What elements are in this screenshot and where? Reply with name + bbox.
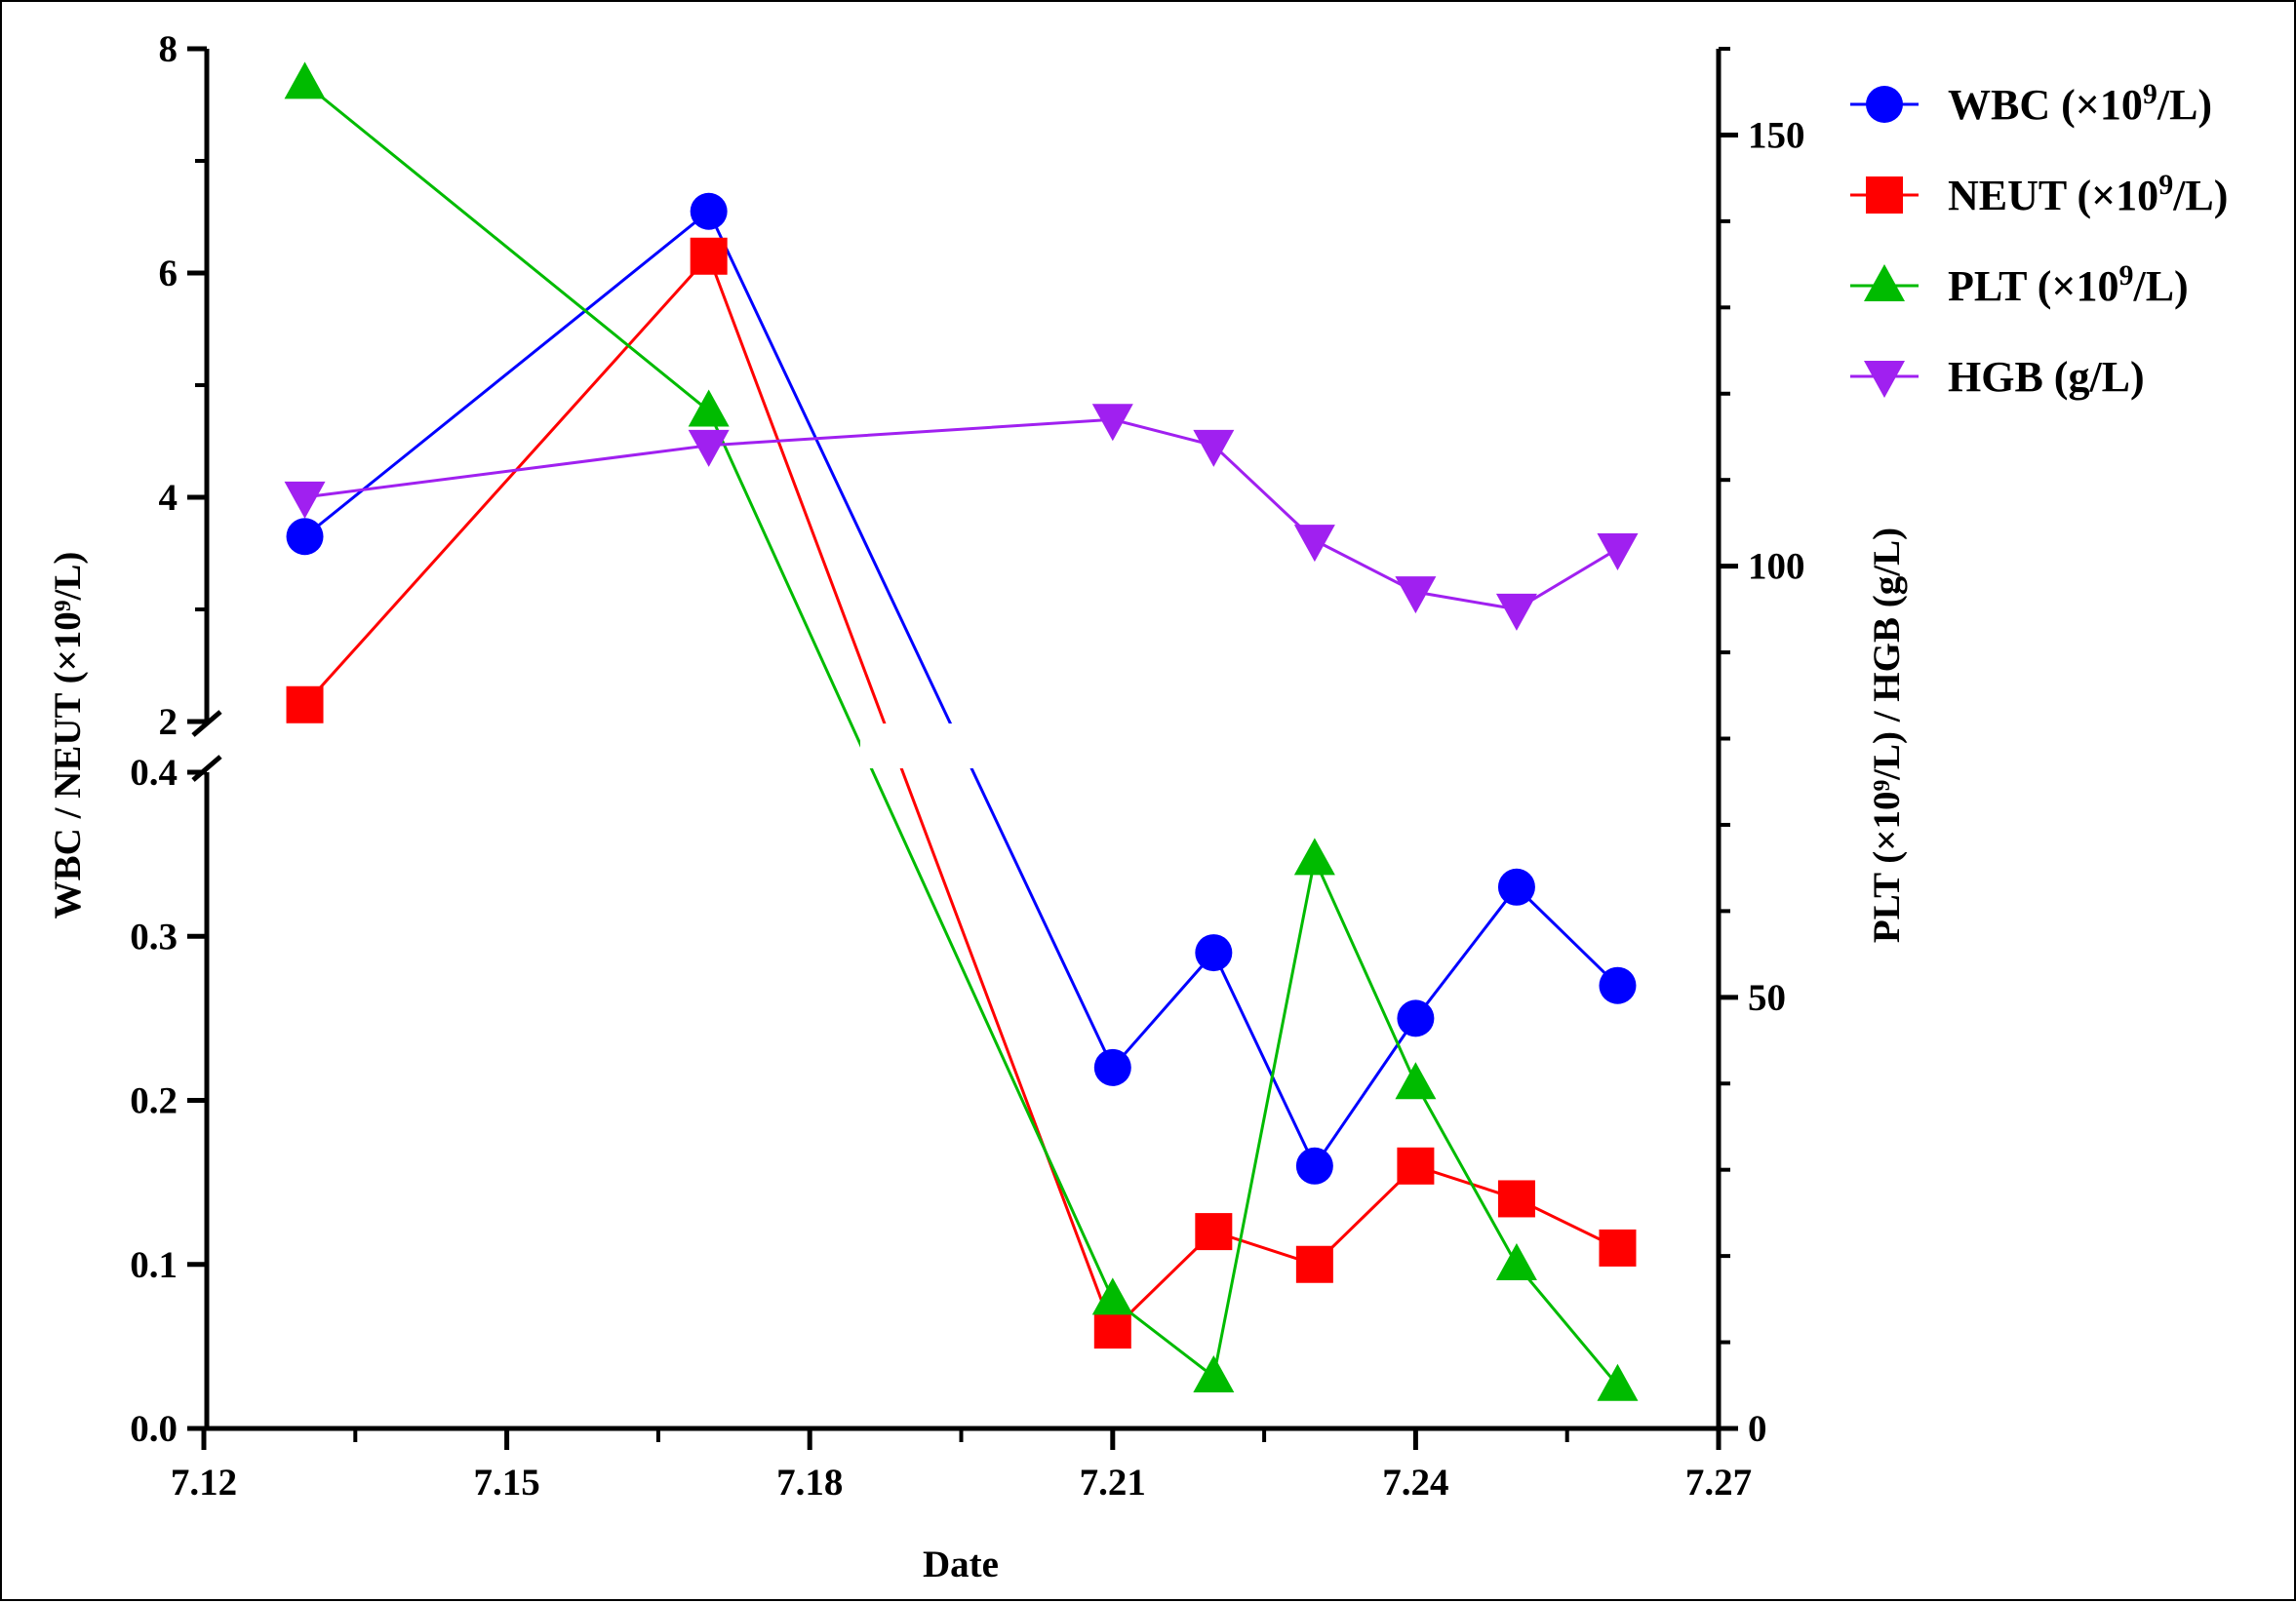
y-right-tick-label: 150 [1748, 114, 1805, 156]
wbc-data-point [690, 192, 728, 230]
wbc-data-point [1497, 868, 1535, 906]
hgb-data-point [1597, 532, 1639, 570]
hgb-data-point [1091, 404, 1133, 442]
legend-label: WBC (×109/L) [1948, 78, 2212, 129]
y-left-tick-label: 0.2 [130, 1080, 178, 1122]
wbc-data-point [1397, 999, 1435, 1037]
legend-label: NEUT (×109/L) [1948, 169, 2228, 219]
hgb-series-line [304, 417, 1619, 611]
hgb-data-point [1293, 525, 1335, 563]
neut-data-point [1295, 1245, 1333, 1283]
hgb-data-point [284, 481, 326, 519]
legend: WBC (×109/L) NEUT (×109/L) PLT (×109/L) HGB… [1850, 78, 2228, 401]
x-tick-label: 7.24 [1382, 1462, 1448, 1504]
y-left-tick-label: 8 [159, 28, 178, 70]
wbc-series-line [303, 209, 1619, 1169]
x-tick-label: 7.12 [171, 1462, 237, 1504]
hgb-data-point [1193, 429, 1235, 467]
wbc-data-point [286, 518, 324, 556]
y-left-tick-label: 0.4 [130, 752, 178, 794]
y-axis-right-title: PLT (×10⁹/L) / HGB (g/L) [1866, 528, 1908, 943]
legend-swatch-marker [1866, 86, 1903, 123]
plt-series-line [303, 82, 1619, 1387]
neut-data-point [286, 685, 324, 723]
plt-data-point [1395, 1062, 1437, 1100]
y-left-tick-label: 4 [159, 477, 178, 519]
legend-label: PLT (×109/L) [1948, 259, 2189, 310]
wbc-data-point [1093, 1048, 1131, 1086]
hgb-data-point [1495, 593, 1537, 631]
legend-item-plt: PLT (×109/L) [1850, 259, 2189, 310]
legend-item-wbc: WBC (×109/L) [1850, 78, 2212, 129]
hgb-data-point [688, 429, 730, 467]
neut-data-point [1497, 1180, 1535, 1218]
neut-data-point [1397, 1147, 1435, 1185]
x-tick-label: 7.27 [1685, 1462, 1752, 1504]
hgb-data-point [1395, 576, 1437, 614]
wbc-data-point [1599, 966, 1637, 1004]
neut-data-point [1093, 1311, 1131, 1349]
y-left-tick-label: 0.0 [130, 1408, 178, 1450]
wbc-data-point [1295, 1147, 1333, 1185]
y-left-tick-label: 0.1 [130, 1244, 178, 1286]
y-left-tick-label: 2 [159, 701, 178, 743]
legend-swatch-marker [1864, 264, 1905, 301]
plt-data-point [1495, 1242, 1537, 1280]
plt-data-point [1091, 1277, 1133, 1315]
axes-layer: 7.12 7.15 7.18 7.21 7.24 7.27 0.0 0.1 0.2 0.3 0.4 2… [130, 28, 1804, 1504]
axis-break-gap [860, 723, 997, 768]
plt-data-point [688, 389, 730, 427]
x-tick-label: 7.15 [473, 1462, 539, 1504]
y-right-tick-label: 0 [1748, 1408, 1767, 1450]
x-axis-title: Date [923, 1544, 999, 1585]
y-right-tick-label: 100 [1748, 546, 1805, 588]
plt-data-point [284, 61, 326, 99]
neut-data-point [690, 237, 728, 275]
wbc-data-point [1195, 934, 1233, 972]
y-axis-left-title: WBC / NEUT (×10⁹/L) [47, 552, 89, 919]
y-left-tick-label: 6 [159, 253, 178, 294]
series-markers-layer [284, 61, 1639, 1401]
axis-break-mark [191, 755, 222, 782]
y-left-tick-label: 0.3 [130, 916, 178, 958]
x-tick-label: 7.21 [1080, 1462, 1146, 1504]
legend-item-neut: NEUT (×109/L) [1850, 169, 2228, 219]
legend-swatch-marker [1864, 361, 1905, 398]
legend-item-hgb: HGB (g/L) [1850, 353, 2145, 401]
plt-data-point [1597, 1363, 1639, 1401]
legend-swatch-marker [1866, 176, 1903, 214]
series-lines-layer [303, 82, 1619, 1387]
plt-data-point [1293, 838, 1335, 876]
legend-label: HGB (g/L) [1948, 353, 2145, 401]
plt-data-point [1193, 1354, 1235, 1392]
neut-data-point [1195, 1213, 1233, 1251]
y-right-tick-label: 50 [1748, 977, 1786, 1019]
x-tick-label: 7.18 [776, 1462, 843, 1504]
neut-data-point [1599, 1229, 1637, 1267]
